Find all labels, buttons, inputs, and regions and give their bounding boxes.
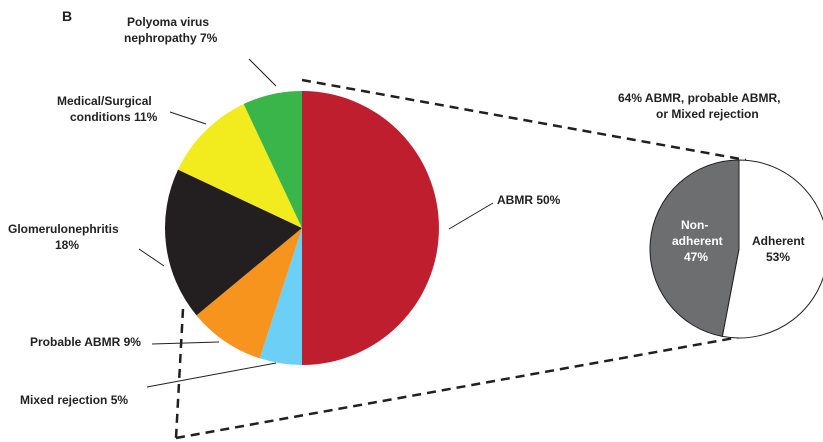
leader-glomerulonephritis [138, 248, 165, 267]
label-polyoma: Polyoma virus nephropathy 7% [124, 15, 277, 87]
label-probable-abmr-text: Probable ABMR 9% [30, 335, 141, 349]
leader-mixed-rejection [146, 362, 277, 388]
label-polyoma-line2: nephropathy 7% [124, 31, 218, 45]
label-probable-abmr: Probable ABMR 9% [30, 335, 220, 349]
leader-abmr [448, 202, 494, 230]
main-pie-slice-medical-surgical-conditions [178, 104, 302, 228]
panel-label: B [62, 8, 72, 24]
sub-pie-slice-non-adherent [649, 159, 740, 338]
leader-probable-abmr [151, 341, 220, 345]
label-medical-surgical: Medical/Surgical conditions 11% [57, 94, 207, 125]
label-non-adherent-line1: Non- [681, 218, 708, 232]
label-glomerulonephritis-line2: 18% [55, 238, 79, 252]
main-pie-slice-polyoma-virus-nephropathy [243, 91, 302, 228]
zoom-connector [174, 78, 747, 440]
main-pie-slice-abmr [302, 91, 439, 365]
leader-medical-surgical [169, 111, 207, 125]
main-pie-slice-glomerulonephritis [165, 169, 302, 316]
sub-pie-slice-adherent [721, 159, 823, 339]
label-adherent-line2: 53% [766, 250, 790, 264]
zoom-line-bottom-left [174, 308, 185, 439]
leader-polyoma [248, 58, 277, 87]
label-glomerulonephritis: Glomerulonephritis 18% [8, 222, 165, 267]
zoom-line-bottom [175, 335, 741, 440]
label-non-adherent-line2: adherent [672, 234, 723, 248]
sub-pie-title-line2: or Mixed rejection [656, 107, 759, 121]
sub-pie [649, 159, 823, 339]
label-non-adherent-line3: 47% [684, 250, 708, 264]
label-polyoma-line1: Polyoma virus [127, 15, 209, 29]
label-abmr: ABMR 50% [448, 193, 561, 230]
label-abmr-text: ABMR 50% [497, 193, 561, 207]
main-pie-slice-probable-abmr [196, 228, 302, 359]
label-medical-surgical-line2: conditions 11% [70, 110, 158, 124]
label-medical-surgical-line1: Medical/Surgical [57, 94, 152, 108]
label-mixed-rejection-text: Mixed rejection 5% [20, 393, 128, 407]
label-glomerulonephritis-line1: Glomerulonephritis [8, 222, 119, 236]
label-mixed-rejection: Mixed rejection 5% [20, 362, 277, 407]
zoom-line-top-a [301, 78, 747, 162]
main-pie [165, 91, 439, 365]
main-pie-slice-mixed-rejection [259, 228, 302, 365]
sub-pie-title-line1: 64% ABMR, probable ABMR, [618, 91, 780, 105]
label-adherent-line1: Adherent [752, 234, 805, 248]
